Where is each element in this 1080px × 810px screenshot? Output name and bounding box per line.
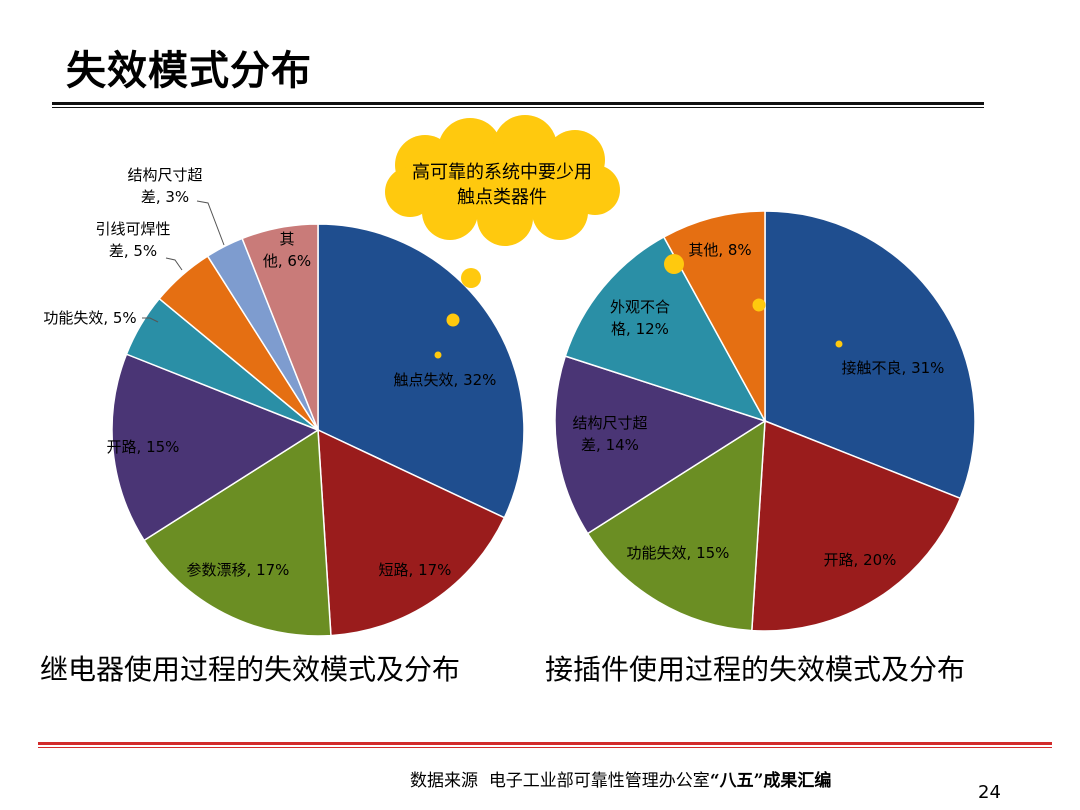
callout-line-2: 触点类器件 xyxy=(457,187,547,208)
source-quote: “八五” xyxy=(709,771,764,791)
relay-leader-6 xyxy=(196,200,225,246)
connector-slice-label-2: 功能失效, 15% xyxy=(627,544,730,562)
source-org: 电子工业部可靠性管理办公室 xyxy=(488,771,710,791)
page-number: 24 xyxy=(978,782,1001,803)
relay-leader-4 xyxy=(142,317,159,323)
relay-slice-label-0-line-0: 触点失效, 32% xyxy=(394,371,497,389)
data-source: 数据来源 电子工业部可靠性管理办公室“八五”成果汇编 xyxy=(410,766,831,791)
title-rule-thin xyxy=(52,107,984,108)
title-rule-thick xyxy=(52,102,984,105)
connector-slice-label-5: 其他, 8% xyxy=(688,241,751,259)
connector-slice-label-1: 开路, 20% xyxy=(824,551,897,569)
connector-slice-label-1-line-0: 开路, 20% xyxy=(824,551,897,569)
connector-slice-label-5-line-0: 其他, 8% xyxy=(688,241,751,259)
relay-slice-7 xyxy=(241,223,319,431)
callout-line-1: 高可靠的系统中要少用 xyxy=(412,162,592,183)
relay-slice-label-6: 结构尺寸超差, 3% xyxy=(127,166,202,206)
cloud-bubble-small xyxy=(434,351,442,359)
relay-slice-label-2: 参数漂移, 17% xyxy=(187,561,290,579)
relay-slice-label-1: 短路, 17% xyxy=(379,561,452,579)
relay-chart-caption: 继电器使用过程的失效模式及分布 xyxy=(40,653,461,686)
connector-slice-label-4: 外观不合格, 12% xyxy=(610,298,670,338)
relay-slice-1 xyxy=(317,428,506,637)
relay-slice-label-4: 功能失效, 5% xyxy=(43,309,136,327)
cloud-bubble-large xyxy=(461,268,481,288)
relay-slice-label-3: 开路, 15% xyxy=(107,438,180,456)
source-suffix: 成果汇编 xyxy=(763,771,832,791)
footer-rule-thick xyxy=(38,742,1052,745)
connector-slice-label-4-line-0: 外观不合 xyxy=(610,298,670,316)
connector-slice-4 xyxy=(564,235,767,423)
connector-slice-label-0: 接触不良, 31% xyxy=(842,359,945,377)
relay-slice-label-7-line-0: 其 xyxy=(279,230,294,248)
relay-slice-label-0: 触点失效, 32% xyxy=(394,371,497,389)
relay-slice-label-5: 引线可焊性差, 5% xyxy=(95,220,170,260)
connector-slice-3 xyxy=(554,355,767,535)
connector-slice-0 xyxy=(764,210,976,500)
cloud-bubble-medium xyxy=(446,313,460,327)
relay-slice-label-3-line-0: 开路, 15% xyxy=(107,438,180,456)
cloud-bubble-medium-2 xyxy=(752,298,766,312)
slide-title: 失效模式分布 xyxy=(66,48,312,94)
relay-slice-label-6-line-0: 结构尺寸超 xyxy=(127,166,202,184)
connector-slice-5 xyxy=(662,210,766,422)
connector-slice-label-4-line-1: 格, 12% xyxy=(611,320,669,338)
relay-slice-label-2-line-0: 参数漂移, 17% xyxy=(187,561,290,579)
relay-slice-0 xyxy=(317,223,525,519)
relay-slice-label-5-line-1: 差, 5% xyxy=(109,242,157,260)
connector-slice-label-3-line-0: 结构尺寸超 xyxy=(572,414,647,432)
connector-slice-1 xyxy=(751,419,962,632)
connector-pie-chart: 接触不良, 31% 开路, 20% 功能失效, 15% 结构尺寸超差, 14% 外观不合… xyxy=(554,210,976,632)
source-prefix: 数据来源 xyxy=(410,771,478,791)
relay-slice-label-4-line-0: 功能失效, 5% xyxy=(43,309,136,327)
relay-slice-label-1-line-0: 短路, 17% xyxy=(379,561,452,579)
cloud-bubble-large-2 xyxy=(664,254,684,274)
relay-pie-chart: 触点失效, 32% 短路, 17% 参数漂移, 17% 开路, 15% 功能失效, 5%… xyxy=(43,166,525,637)
connector-slice-label-0-line-0: 接触不良, 31% xyxy=(842,359,945,377)
connector-slice-label-3: 结构尺寸超差, 14% xyxy=(572,414,647,454)
connector-slice-label-3-line-1: 差, 14% xyxy=(581,436,639,454)
cloud-bubble-small-2 xyxy=(835,340,843,348)
relay-slice-label-6-line-1: 差, 3% xyxy=(141,188,189,206)
relay-slice-label-7-line-1: 他, 6% xyxy=(263,252,311,270)
thought-cloud: 高可靠的系统中要少用 触点类器件 xyxy=(385,115,843,359)
footer-rule-thin xyxy=(38,747,1052,748)
connector-slice-2 xyxy=(586,419,766,632)
relay-slice-2 xyxy=(143,428,332,637)
relay-leader-5 xyxy=(165,257,183,271)
relay-slice-label-5-line-0: 引线可焊性 xyxy=(95,220,170,238)
connector-slice-label-2-line-0: 功能失效, 15% xyxy=(627,544,730,562)
connector-chart-caption: 接插件使用过程的失效模式及分布 xyxy=(545,653,966,686)
relay-slice-3 xyxy=(111,353,320,542)
relay-slice-label-7: 其他, 6% xyxy=(263,230,311,270)
